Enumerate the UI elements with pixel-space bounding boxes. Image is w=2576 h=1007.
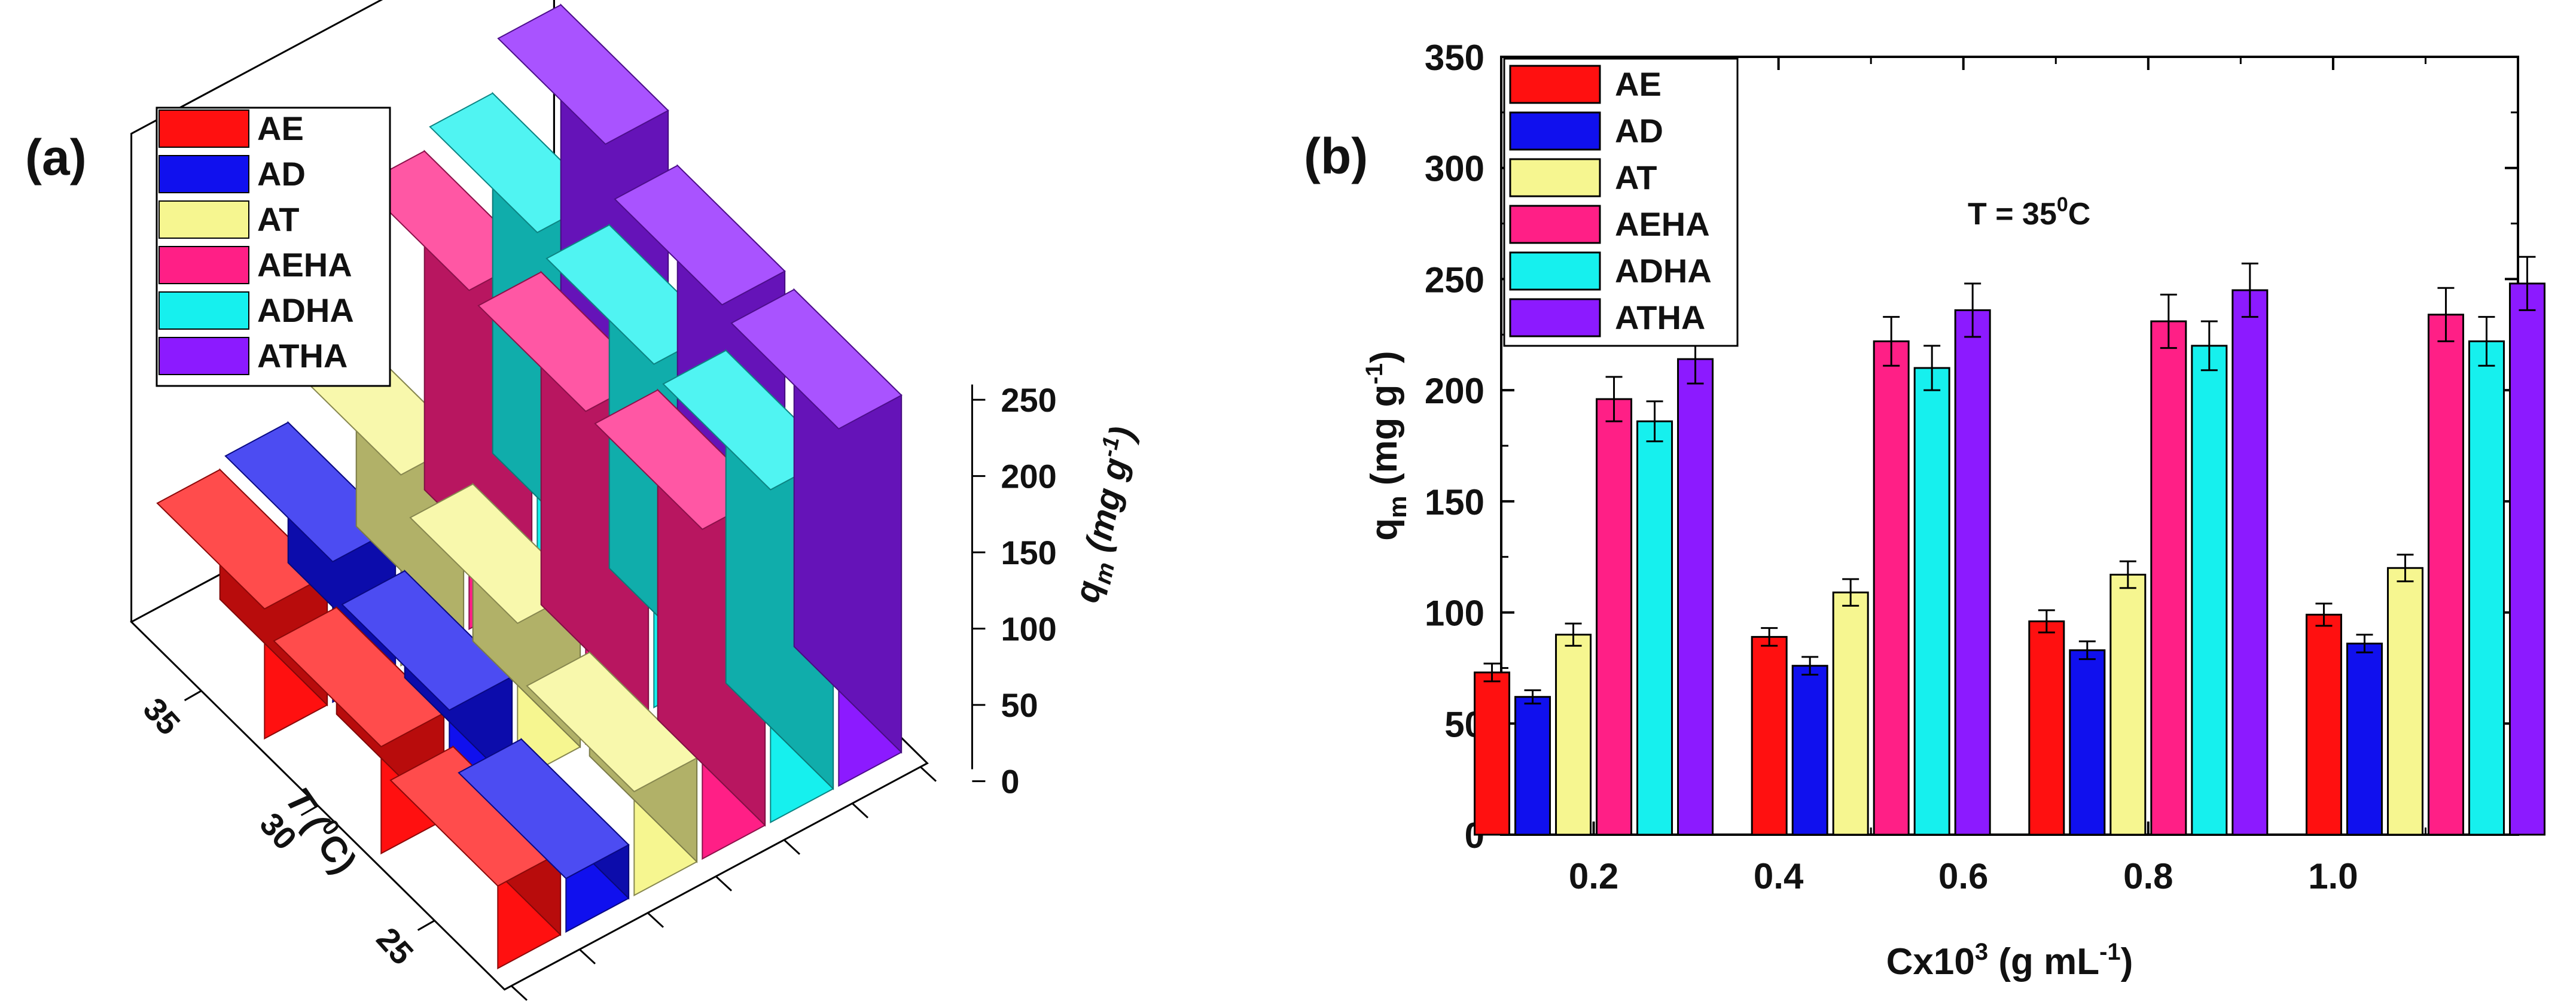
bar-adha (2468, 340, 2505, 836)
bar3d-ad-25 (458, 738, 630, 933)
bar-at (1555, 634, 1592, 836)
bar-at (2386, 567, 2423, 836)
legend-label: AT (257, 200, 300, 238)
legend-swatch-at (1509, 158, 1601, 197)
legend-swatch-ae (1509, 65, 1601, 104)
bar-aeha (2427, 314, 2464, 836)
bar-ad (1514, 696, 1551, 836)
x-tick-label: 0.4 (1754, 856, 1804, 896)
bar3d-at-25 (526, 650, 698, 897)
bar-at (1832, 591, 1869, 836)
legend-b: AE AD AT AEHA ADHA ATHA (1503, 57, 1739, 347)
bar-ad (1791, 665, 1828, 836)
series-axis-tick (578, 948, 596, 965)
bar-aeha (2150, 320, 2187, 836)
legend-swatch-aeha (158, 246, 249, 284)
series-axis-tick (647, 912, 664, 928)
legend-label: AE (257, 109, 304, 147)
bar-adha (1913, 367, 1950, 836)
bar3d-top-face (614, 165, 786, 306)
z-tick-label: 100 (1001, 610, 1056, 648)
z-tick-label: 150 (1001, 534, 1056, 571)
series-axis-tick (783, 839, 801, 855)
series-axis-tick (510, 985, 528, 1001)
y-axis-label: qm (mg g-1) (1361, 351, 1412, 540)
depth-tick-label: 35 (136, 691, 187, 742)
depth-tick-label: 25 (370, 921, 420, 972)
y-tick-label: 200 (1425, 371, 1484, 411)
bar-adha (1636, 420, 1673, 836)
bar-aeha (1596, 398, 1633, 836)
legend-swatch-ae (158, 109, 249, 148)
legend-label: ADHA (257, 291, 354, 329)
bar-atha (2508, 282, 2545, 836)
bar-atha (1954, 309, 1991, 836)
series-axis-tick (851, 802, 869, 819)
legend-label: AD (257, 155, 306, 193)
y-tick-label: 100 (1425, 594, 1484, 634)
y-tick-label: 250 (1425, 260, 1484, 300)
x-tick-label: 0.2 (1569, 856, 1618, 896)
legend-label: ATHA (1615, 299, 1705, 336)
legend-swatch-at (158, 200, 249, 239)
bar-aeha (1873, 340, 1910, 836)
legend-frame (1503, 57, 1739, 347)
legend-swatch-ad (1509, 111, 1601, 151)
bar-ad (2069, 649, 2106, 836)
legend-a: AE AD AT AEHA ADHA ATHA (156, 107, 391, 387)
z-tick-label: 250 (1001, 381, 1056, 419)
legend-label: AT (1615, 159, 1657, 196)
legend-label: AEHA (1615, 205, 1710, 243)
y-tick-label: 150 (1425, 482, 1484, 522)
bar-ae (2305, 613, 2342, 836)
bar3d-top-face (497, 4, 669, 145)
panel-label-b: (b) (1304, 128, 1368, 184)
bar-atha (2231, 289, 2269, 836)
legend-swatch-atha (158, 337, 249, 375)
legend-swatch-adha (1509, 251, 1601, 291)
z-tick-label: 0 (1001, 763, 1019, 801)
depth-tick (184, 690, 202, 701)
z-tick-label: 50 (1001, 686, 1038, 724)
z-axis-label: qm (mg g-1) (1065, 423, 1148, 607)
depth-tick (300, 805, 319, 816)
legend-swatch-aeha (1509, 205, 1601, 244)
bar-ae (2028, 620, 2065, 836)
bar3d-top-face (730, 288, 903, 430)
panel-label-a: (a) (25, 129, 87, 185)
legend-swatch-ad (158, 155, 249, 193)
annotation-temperature: T = 350C (1968, 193, 2090, 232)
legend-swatch-atha (1509, 298, 1601, 337)
legend-label: ATHA (257, 337, 347, 375)
legend-swatch-adha (158, 291, 249, 330)
bar3d-atha-25 (730, 288, 903, 787)
y-tick-label: 350 (1425, 38, 1484, 78)
series-axis-tick (919, 766, 937, 782)
depth-tick (417, 920, 435, 931)
y-tick-label: 300 (1425, 149, 1484, 189)
panel-b-bar-chart: 0501001502002503003500.20.40.60.81.0AEAD… (1304, 38, 2545, 982)
bar-at (2109, 573, 2147, 836)
x-tick-label: 1.0 (2308, 856, 2358, 896)
legend-label: ADHA (1615, 252, 1712, 290)
legend-label: AD (1615, 112, 1663, 150)
bar-ad (2346, 643, 2383, 836)
bar-atha (1677, 358, 1714, 836)
x-axis-label: Cx103 (g mL-1) (1886, 939, 2133, 982)
bar3d-top-face (458, 738, 630, 880)
x-tick-label: 0.8 (2123, 856, 2173, 896)
series-axis-tick (715, 875, 733, 892)
bar-ae (1474, 671, 1511, 836)
z-tick-label: 200 (1001, 458, 1056, 495)
legend-label: AEHA (257, 246, 352, 284)
bar-adha (2191, 345, 2228, 836)
bar-ae (1751, 635, 1788, 836)
legend-label: AE (1615, 65, 1662, 103)
x-tick-label: 0.6 (1938, 856, 1988, 896)
